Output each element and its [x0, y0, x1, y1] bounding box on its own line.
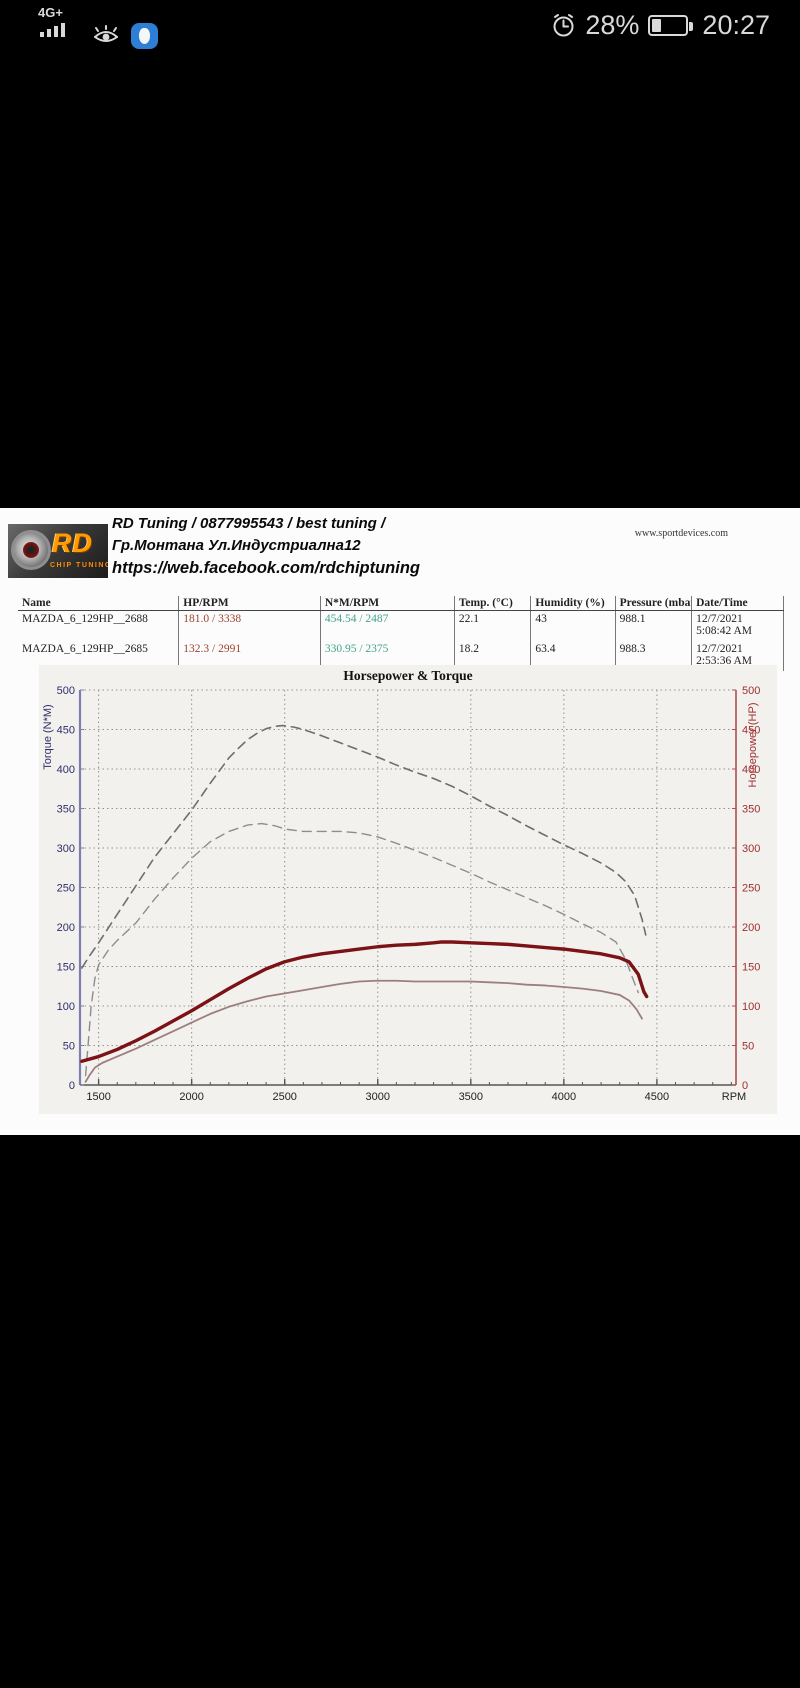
svg-text:250: 250 [57, 883, 75, 895]
svg-text:4500: 4500 [645, 1091, 669, 1103]
svg-text:3000: 3000 [366, 1091, 390, 1103]
svg-text:2500: 2500 [272, 1091, 296, 1103]
signal-strength-icon [40, 23, 65, 37]
cell-hp: 181.0 / 3338 [178, 610, 321, 641]
cell-name: MAZDA_6_129HP__2685 [22, 643, 148, 655]
svg-text:400: 400 [57, 764, 75, 776]
svg-text:RPM: RPM [722, 1091, 746, 1103]
curve-torque-stock [84, 822, 639, 1077]
curve-torque-tuned [81, 724, 647, 969]
svg-text:350: 350 [742, 804, 760, 816]
cell-humidity: 43 [530, 610, 616, 641]
logo-subtext: CHIP TUNING [50, 562, 108, 569]
dyno-chart: 0 0 50 50 100 100 150 150 200 200 250 250 300 300 350 3… [42, 685, 760, 1103]
column-header-temp: Temp. (°C) [453, 596, 531, 611]
curve-hp-tuned [80, 940, 649, 1063]
cell-name: MAZDA_6_129HP__2688 [22, 613, 148, 625]
runs-table-body: MAZDA_6_129HP__2688 181.0 / 3338 454.54 / … [18, 610, 784, 671]
dyno-report-sheet: RD CHIP TUNING RD Tuning / 0877995543 / … [0, 508, 800, 1135]
android-nav-bar [0, 1598, 800, 1688]
svg-text:100: 100 [742, 1001, 760, 1013]
chart-title: Horsepower & Torque [343, 668, 473, 683]
battery-percent: 28% [585, 10, 640, 40]
battery-icon [648, 15, 694, 36]
svg-text:Torque (N*M): Torque (N*M) [42, 704, 54, 769]
column-header-hp: HP/RPM [178, 596, 321, 611]
svg-text:450: 450 [57, 725, 75, 737]
runs-table-header-row: Name HP/RPM N*M/RPM Temp. (°C) Humidity (%) P… [18, 596, 784, 611]
column-header-pressure: Pressure (mbar) [614, 596, 692, 611]
svg-text:200: 200 [742, 922, 760, 934]
svg-text:50: 50 [63, 1041, 75, 1053]
logo-rd-text: RD [52, 528, 93, 558]
svg-text:350: 350 [57, 804, 75, 816]
svg-text:200: 200 [57, 922, 75, 934]
svg-text:300: 300 [57, 843, 75, 855]
curve-hp-stock [84, 979, 643, 1083]
status-bar: 4G+ [0, 0, 800, 56]
svg-text:300: 300 [742, 843, 760, 855]
network-type-label: 4G+ [38, 5, 63, 20]
shop-name-phone: RD Tuning / 0877995543 / best tuning / [112, 515, 386, 532]
cell-datetime: 12/7/2021 5:08:42 AM [691, 610, 784, 641]
runs-table: Name HP/RPM N*M/RPM Temp. (°C) Humidity (%) P… [18, 596, 784, 671]
svg-text:500: 500 [742, 685, 760, 697]
sportdevices-url: www.sportdevices.com [634, 528, 728, 539]
svg-text:1500: 1500 [86, 1091, 110, 1103]
dyno-chart-region: Horsepower & Torque 0 0 50 50 100 100 150 150 20… [39, 665, 777, 1114]
turbocharger-image [11, 530, 51, 570]
cell-pressure: 988.1 [614, 610, 692, 641]
rd-tuning-logo: RD CHIP TUNING [8, 524, 108, 578]
svg-text:3500: 3500 [459, 1091, 483, 1103]
column-header-datetime: Date/Time [691, 596, 784, 611]
svg-text:100: 100 [57, 1001, 75, 1013]
clock-time: 20:27 [702, 10, 770, 40]
svg-text:400: 400 [742, 764, 760, 776]
svg-text:500: 500 [57, 685, 75, 697]
svg-text:Horsepower (HP): Horsepower (HP) [747, 703, 759, 788]
cell-temp: 22.1 [453, 610, 531, 641]
table-row: MAZDA_6_129HP__2685 132.3 / 2991 330.95 / … [18, 641, 784, 671]
eye-comfort-icon [92, 24, 120, 51]
column-header-nm: N*M/RPM [319, 596, 455, 611]
shop-address: Гр.Монтана Ул.Индустриална12 [112, 536, 361, 554]
svg-text:150: 150 [57, 962, 75, 974]
svg-text:0: 0 [742, 1080, 748, 1092]
svg-text:4000: 4000 [552, 1091, 576, 1103]
svg-text:50: 50 [742, 1041, 754, 1053]
svg-text:0: 0 [69, 1080, 75, 1092]
alarm-clock-icon [553, 14, 574, 37]
column-header-name: Name [18, 596, 179, 611]
svg-text:2000: 2000 [179, 1091, 203, 1103]
column-header-humidity: Humidity (%) [530, 596, 616, 611]
svg-text:250: 250 [742, 883, 760, 895]
shop-info-block: RD Tuning / 0877995543 / best tuning / Г… [112, 513, 420, 580]
network-indicator: 4G+ [38, 6, 68, 37]
svg-text:450: 450 [742, 725, 760, 737]
cell-nm: 454.54 / 2487 [319, 610, 455, 641]
table-row: MAZDA_6_129HP__2688 181.0 / 3338 454.54 / … [18, 610, 784, 641]
notification-app-icon [131, 23, 158, 49]
shop-facebook-url: https://web.facebook.com/rdchiptuning [112, 558, 421, 577]
svg-text:150: 150 [742, 962, 760, 974]
